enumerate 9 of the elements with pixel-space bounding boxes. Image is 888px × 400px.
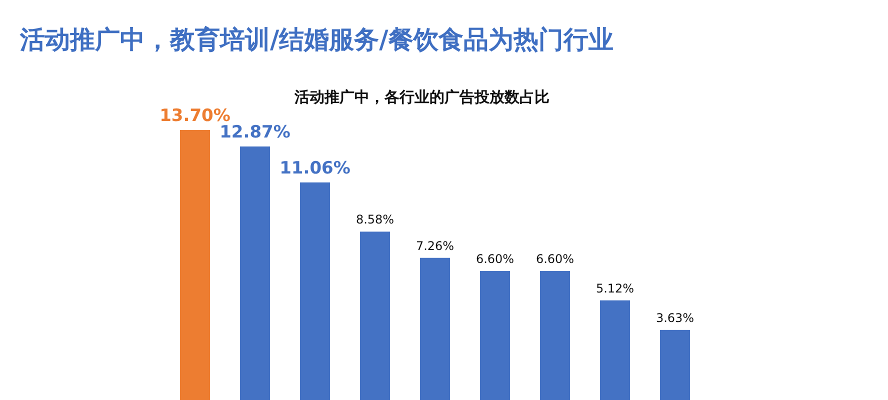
chart-title: 活动推广中，教育培训/结婚服务/餐饮食品为热门行业	[19, 25, 614, 54]
data-label: 6.60%	[476, 252, 514, 266]
data-label: 3.63%	[656, 310, 694, 325]
data-label: 11.06%	[280, 158, 350, 178]
data-label: 5.12%	[596, 281, 634, 296]
chart-subtitle: 活动推广中，各行业的广告投放数占比	[294, 88, 550, 106]
data-label: 6.60%	[536, 252, 574, 266]
data-label: 7.26%	[416, 238, 454, 253]
data-label: 8.58%	[356, 212, 394, 227]
